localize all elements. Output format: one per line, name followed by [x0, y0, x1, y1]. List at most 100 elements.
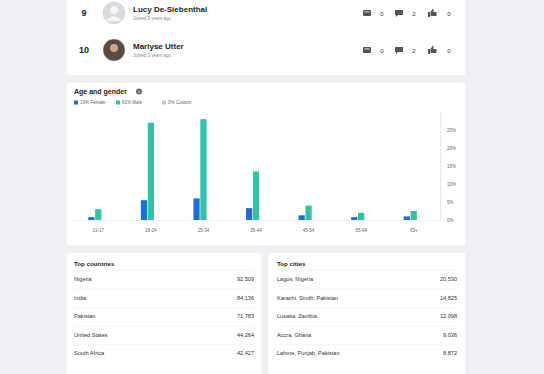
- y-tick: 20%: [440, 146, 456, 151]
- table-value: 8,872: [443, 350, 457, 356]
- bar: [260, 220, 266, 221]
- bar: [148, 123, 154, 220]
- table-value: 71,783: [237, 313, 254, 319]
- x-tick-label: 13-17: [93, 228, 105, 233]
- x-tick-label: 65+: [410, 228, 418, 233]
- user-name[interactable]: Marlyse Utter: [133, 42, 184, 51]
- row-divider: [277, 289, 457, 290]
- x-tick: 13-17: [93, 220, 105, 233]
- stat-count: 2: [412, 11, 416, 17]
- table-value: 12,098: [440, 313, 457, 319]
- y-tick-label: 20%: [447, 146, 456, 151]
- screen: 9Lucy De-SiebenthalJoined 3 years ago020…: [0, 0, 544, 374]
- header-divider: [277, 270, 457, 271]
- x-tick: 65+: [410, 220, 418, 233]
- table-label: India: [74, 295, 87, 301]
- avatar[interactable]: [103, 39, 125, 61]
- header-divider: [74, 270, 254, 271]
- y-tick: 5%: [440, 200, 454, 205]
- rank: 10: [79, 45, 89, 55]
- bar: [305, 206, 311, 220]
- table-value: 42,427: [237, 350, 254, 356]
- bar: [253, 171, 259, 220]
- bar: [312, 220, 318, 221]
- y-tick-label: 10%: [447, 182, 456, 187]
- row-divider: [74, 326, 254, 327]
- countries-card: [66, 252, 262, 374]
- x-tick-label: 25-34: [198, 228, 210, 233]
- bar: [102, 220, 108, 221]
- legend-swatch: [162, 101, 166, 105]
- table-title: Top cities: [277, 260, 306, 267]
- legend-item: 81% Male: [116, 100, 143, 105]
- row-divider: [74, 344, 254, 345]
- bar: [299, 215, 305, 220]
- posts-icon-line: [365, 11, 370, 13]
- y-axis-line: [440, 113, 441, 221]
- posts-icon: [363, 47, 371, 53]
- page: 9Lucy De-SiebenthalJoined 3 years ago020…: [0, 0, 544, 374]
- y-tick-label: 5%: [447, 200, 454, 205]
- x-tick: 45-54: [303, 220, 315, 233]
- info-icon-mark: [138, 91, 140, 94]
- y-tick: 25%: [440, 128, 456, 133]
- x-tick-label: 18-24: [145, 228, 157, 233]
- x-tick-label: 35-44: [250, 228, 262, 233]
- bar: [141, 200, 147, 220]
- info-icon[interactable]: [136, 89, 142, 95]
- y-tick-label: 15%: [447, 164, 456, 169]
- likes-icon: [428, 46, 437, 54]
- likes-icon: [428, 9, 437, 17]
- table-value: 14,825: [440, 295, 457, 301]
- bar: [404, 216, 410, 220]
- stat-count: 0: [380, 11, 384, 17]
- bar: [193, 198, 199, 220]
- chart-card: [66, 82, 466, 246]
- stat-count: 0: [380, 48, 384, 54]
- y-tick-label: 25%: [447, 128, 456, 133]
- stat-count: 2: [412, 48, 416, 54]
- legend-swatch: [116, 101, 120, 105]
- users-card: [66, 0, 466, 76]
- table-value: 84,136: [237, 295, 254, 301]
- table-label: South Africa: [74, 350, 105, 356]
- table-title: Top countries: [74, 260, 115, 267]
- row-divider: [277, 344, 457, 345]
- user-row[interactable]: 10 Marlyse Utter Joined 3 years ago 0 2 0: [79, 39, 451, 61]
- x-tick: 25-34: [198, 220, 210, 233]
- avatar-icon: [106, 17, 122, 22]
- user-row[interactable]: 9Lucy De-SiebenthalJoined 3 years ago020: [81, 2, 451, 24]
- bar: [200, 119, 206, 220]
- table-value: 92,509: [237, 276, 254, 282]
- table-label: Lagos, Nigeria: [277, 276, 314, 282]
- table-label: United States: [74, 332, 108, 338]
- joined: Joined 3 years ago: [133, 53, 172, 58]
- table-label: Accra, Ghana: [277, 332, 312, 338]
- stat-count: 0: [447, 11, 451, 17]
- top-cities-table: Top citiesLagos, Nigeria20,530Karachi, S…: [277, 260, 457, 356]
- cities-card: [268, 252, 466, 374]
- bar: [358, 213, 364, 220]
- table-label: Lahore, Punjab, Pakistan: [277, 350, 340, 356]
- legend-swatch: [74, 101, 78, 105]
- bar: [88, 217, 94, 220]
- x-tick-label: 45-54: [303, 228, 315, 233]
- bar: [246, 208, 252, 220]
- y-tick: 0%: [440, 218, 454, 223]
- bars: [88, 119, 417, 220]
- stat-count: 0: [447, 48, 451, 54]
- table-value: 44,264: [237, 332, 254, 338]
- row-divider: [277, 307, 457, 308]
- chart-title: Age and gender: [74, 88, 127, 96]
- posts-icon: [363, 10, 371, 16]
- avatar[interactable]: [103, 2, 125, 24]
- user-name[interactable]: Lucy De-Siebenthal: [133, 5, 207, 14]
- user-list: 9Lucy De-SiebenthalJoined 3 years ago020…: [79, 2, 451, 61]
- x-tick: 18-24: [145, 220, 157, 233]
- y-tick: 10%: [440, 182, 456, 187]
- bar: [95, 209, 101, 220]
- bar: [365, 220, 371, 221]
- row-divider: [277, 326, 457, 327]
- bar: [351, 217, 357, 220]
- y-tick: 15%: [440, 164, 456, 169]
